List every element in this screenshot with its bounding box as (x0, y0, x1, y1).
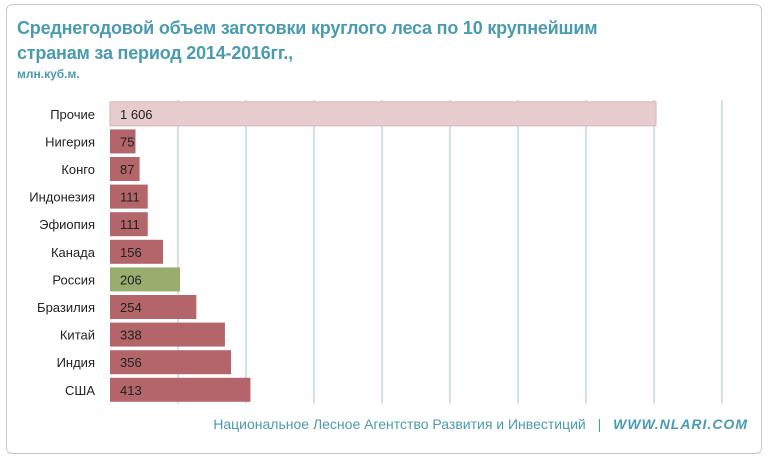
category-label: Индонезия (29, 190, 95, 205)
footer-separator: | (597, 416, 602, 432)
bar (110, 350, 232, 375)
data-label: 87 (120, 162, 134, 177)
category-label: Прочие (50, 107, 95, 122)
bar (110, 212, 148, 237)
chart-title-line2: странам за период 2014-2016гг., (17, 43, 293, 63)
chart-title-line1: Среднегодовой объем заготовки круглого л… (17, 18, 598, 38)
data-label: 254 (120, 300, 142, 315)
data-label: 206 (120, 272, 142, 287)
chart-title: Среднегодовой объем заготовки круглого л… (17, 16, 617, 66)
data-label: 75 (120, 134, 134, 149)
data-label: 338 (120, 328, 142, 343)
data-label: 111 (120, 217, 140, 232)
category-label: Россия (52, 272, 95, 287)
data-label: 111 (120, 190, 140, 205)
footer-org: Национальное Лесное Агентство Развития и… (213, 416, 586, 432)
category-label: Нигерия (45, 134, 95, 149)
bar (110, 239, 164, 264)
chart-unit: млн.куб.м. (17, 67, 80, 81)
category-label: Индия (57, 355, 95, 370)
category-label: Эфиопия (39, 217, 95, 232)
category-label: Китай (60, 328, 95, 343)
footer-site-link[interactable]: WWW.NLARI.COM (613, 416, 748, 432)
data-label: 156 (120, 245, 142, 260)
bar (110, 295, 197, 319)
bar (110, 322, 225, 347)
data-label: 356 (120, 355, 142, 370)
data-label: 413 (120, 383, 142, 398)
bar (110, 129, 136, 154)
category-label: Канада (51, 245, 96, 260)
bar (110, 157, 140, 181)
category-label: США (65, 383, 95, 398)
category-label: Конго (61, 162, 95, 177)
bar (110, 267, 181, 292)
footer: Национальное Лесное Агентство Развития и… (213, 416, 748, 432)
bar (110, 377, 251, 402)
data-label: 1 606 (120, 107, 153, 122)
bar (110, 184, 148, 209)
category-label: Бразилия (37, 300, 95, 315)
bar (109, 101, 657, 127)
